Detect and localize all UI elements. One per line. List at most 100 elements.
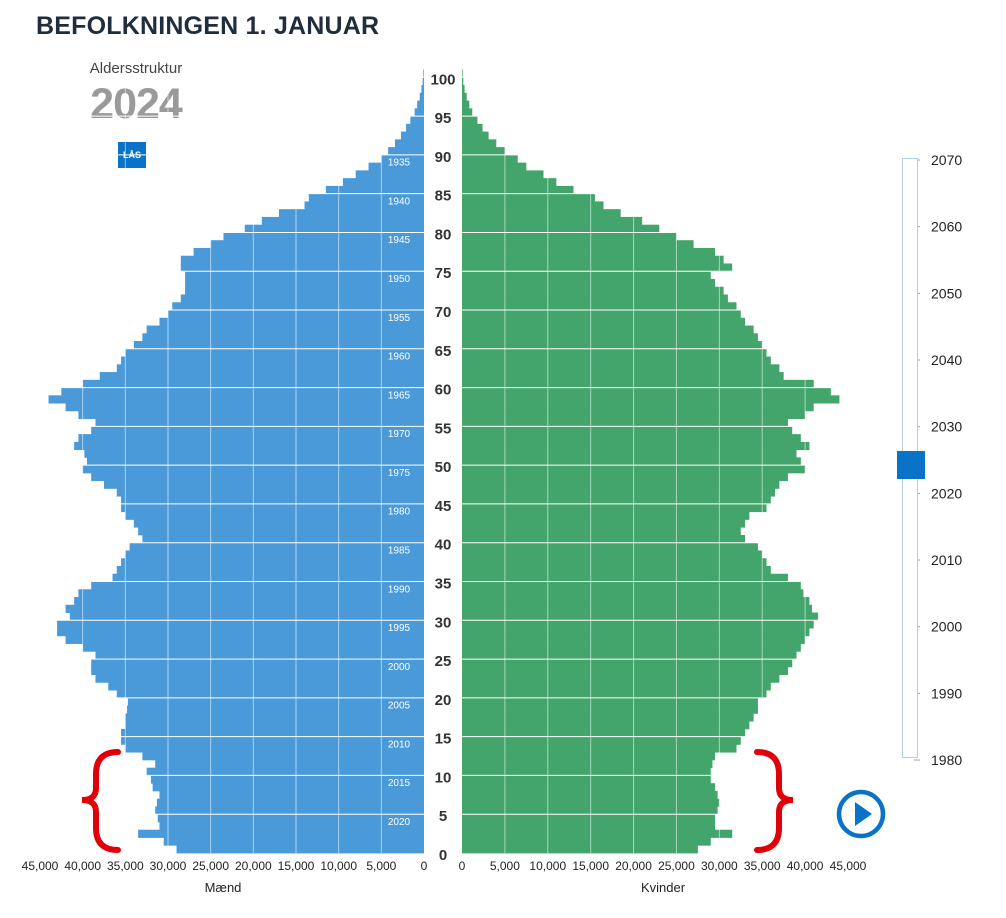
bar-women-age-54: [462, 426, 793, 435]
bar-women-age-92: [462, 131, 489, 140]
bar-men-age-58: [48, 395, 425, 404]
bar-women-age-28: [462, 628, 810, 637]
bar-women-age-82: [462, 209, 621, 218]
age-tick-label: 85: [435, 188, 452, 205]
bar-men-age-6: [156, 798, 424, 807]
bar-men-age-71: [180, 294, 424, 303]
bar-men-age-80: [244, 224, 424, 233]
bar-men-age-22: [95, 674, 424, 683]
bar-men-age-88: [368, 162, 424, 171]
slider-tick-label: 1980: [931, 752, 962, 768]
bar-men-age-68: [159, 317, 424, 326]
year-slider-thumb[interactable]: [897, 451, 925, 479]
cohort-label: 1970: [388, 429, 411, 440]
bar-men-age-92: [400, 131, 424, 140]
bar-men-age-97: [419, 92, 424, 101]
bar-men-age-53: [78, 434, 425, 443]
bar-women-age-62: [462, 364, 780, 373]
bar-women-age-15: [462, 728, 746, 738]
bar-men-age-70: [172, 302, 424, 311]
slider-tick-label: 2070: [931, 152, 962, 168]
bar-men-age-37: [121, 558, 425, 567]
bar-men-age-100: [423, 69, 424, 78]
cohort-label: 1990: [388, 584, 411, 595]
play-button[interactable]: [835, 788, 887, 840]
bar-women-age-94: [462, 116, 478, 125]
chart-subtitle: Aldersstruktur: [89, 60, 183, 77]
bar-men-age-43: [125, 511, 424, 520]
bar-women-age-41: [462, 527, 741, 536]
bar-men-age-42: [133, 519, 424, 528]
cohort-label: 1995: [388, 623, 411, 634]
bar-men-age-83: [304, 201, 424, 210]
bar-women-age-34: [462, 581, 801, 590]
bar-men-age-46: [116, 488, 425, 497]
x-tick-label-women: 25,000: [658, 859, 695, 873]
bar-women-age-36: [462, 565, 771, 575]
cohort-label: 2020: [388, 817, 411, 828]
bar-men-age-38: [125, 550, 424, 559]
age-tick-label: 95: [435, 110, 452, 127]
bar-women-age-84: [462, 193, 595, 202]
x-tick-label-men: 0: [421, 859, 428, 873]
bar-men-age-64: [125, 348, 424, 357]
age-tick-label: 15: [435, 731, 452, 748]
bar-men-age-89: [381, 154, 424, 164]
x-tick-label-men: 10,000: [320, 859, 357, 873]
bar-men-age-4: [157, 814, 424, 823]
cohort-label: 2005: [388, 701, 411, 712]
bar-women-age-5: [462, 806, 718, 815]
bar-women-age-65: [462, 341, 763, 350]
bar-women-age-8: [462, 783, 716, 792]
bar-men-age-61: [99, 372, 424, 381]
bar-women-age-51: [462, 449, 797, 458]
x-tick-label-men: 40,000: [64, 859, 101, 873]
cohort-label: 2000: [388, 662, 411, 673]
bar-women-age-30: [462, 612, 818, 621]
bar-men-age-91: [394, 139, 424, 148]
bar-women-age-44: [462, 503, 767, 513]
x-tick-label-men: 5,000: [366, 859, 396, 873]
slider-tick-label: 2050: [931, 285, 962, 301]
cohort-label: 2010: [388, 739, 411, 750]
bar-men-age-14: [121, 736, 425, 745]
bar-men-age-85: [325, 185, 424, 195]
bar-women-age-39: [462, 542, 758, 551]
bar-women-age-72: [462, 286, 724, 295]
page-title: BEFOLKNINGEN 1. JANUAR: [36, 12, 380, 40]
bar-men-age-65: [133, 341, 424, 350]
bar-women-age-4: [462, 814, 716, 823]
bar-women-age-16: [462, 721, 750, 730]
bar-women-age-42: [462, 519, 746, 528]
bar-women-age-75: [462, 263, 733, 272]
bar-women-age-78: [462, 240, 694, 249]
bar-men-age-24: [91, 659, 424, 668]
bar-women-age-85: [462, 185, 574, 195]
brace-left-icon: [81, 749, 121, 853]
bar-women-age-47: [462, 480, 780, 489]
bar-men-age-45: [121, 496, 425, 505]
x-tick-label-women: 35,000: [744, 859, 781, 873]
cohort-label: 1955: [388, 313, 411, 324]
bar-women-age-64: [462, 348, 767, 357]
bar-women-age-18: [462, 705, 758, 714]
bar-women-age-20: [462, 690, 767, 699]
bar-men-age-16: [125, 721, 424, 730]
bar-men-age-57: [65, 403, 424, 412]
bar-men-age-31: [65, 604, 424, 613]
bar-women-age-71: [462, 294, 728, 303]
age-tick-label: 70: [435, 304, 452, 321]
x-tick-label-men: 45,000: [22, 859, 59, 873]
slider-tick-label: 2010: [931, 552, 962, 568]
slider-tick-label: 2020: [931, 485, 962, 501]
bar-women-age-70: [462, 302, 737, 311]
bar-women-age-45: [462, 496, 771, 505]
bar-women-age-87: [462, 170, 544, 179]
bar-men-age-17: [125, 713, 424, 722]
age-tick-label: 40: [435, 537, 452, 554]
bar-men-age-86: [342, 178, 424, 187]
bar-men-age-29: [57, 620, 425, 629]
bar-men-age-41: [138, 527, 424, 536]
bar-women-age-40: [462, 534, 746, 544]
